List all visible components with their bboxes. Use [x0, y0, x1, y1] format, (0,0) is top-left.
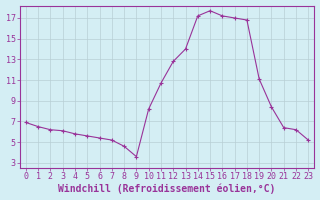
X-axis label: Windchill (Refroidissement éolien,°C): Windchill (Refroidissement éolien,°C) [58, 184, 276, 194]
